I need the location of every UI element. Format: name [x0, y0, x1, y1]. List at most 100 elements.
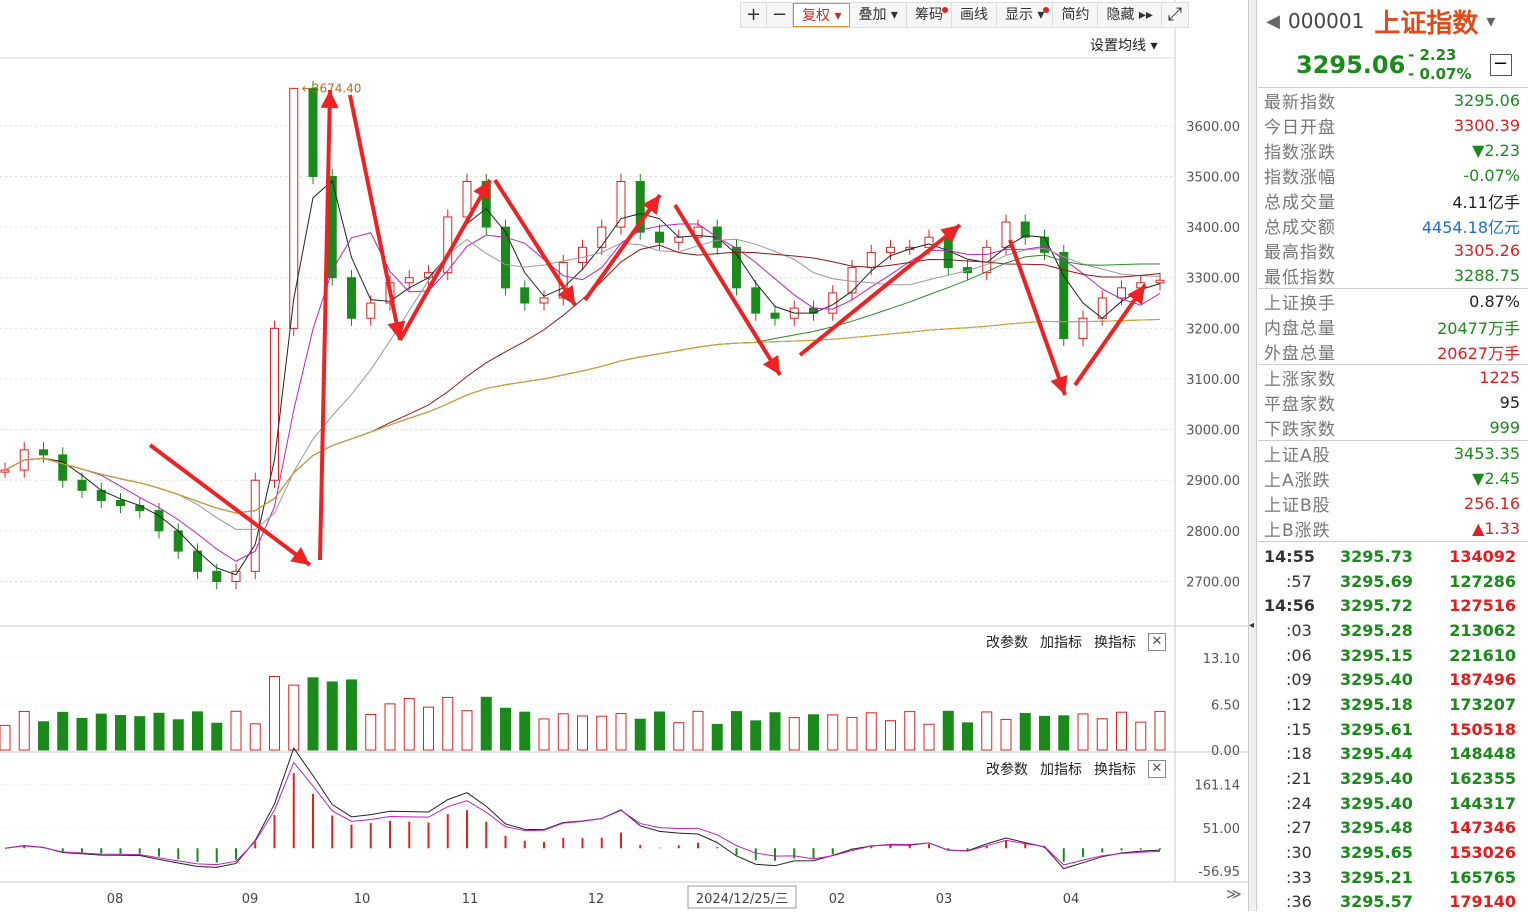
volume-bar — [38, 721, 49, 751]
volume-bar — [403, 697, 415, 751]
chart-canvas[interactable]: 3600.00 3500.00 3400.00 3300.00 3200.00 3100.… — [0, 0, 1248, 911]
stat-value: 0.87% — [1469, 292, 1520, 311]
fullscreen-icon[interactable]: ⤢ — [1167, 4, 1183, 25]
stat-label: 平盘家数 — [1264, 395, 1336, 415]
stock-menu-icon[interactable]: ▾ — [1486, 10, 1496, 32]
close-icon[interactable]: ✕ — [1148, 760, 1166, 778]
y-tick-label: 13.10 — [1203, 652, 1240, 667]
tick-row: :27 3295.48 147346 — [1258, 816, 1528, 841]
volume-bar — [365, 713, 377, 751]
add-indicator-button[interactable]: 加指标 — [1040, 762, 1082, 778]
stat-value: 3453.35 — [1453, 444, 1520, 463]
stat-label: 上A涨跌 — [1264, 471, 1331, 491]
tick-time: :36 — [1286, 892, 1312, 912]
toolbar-item[interactable]: 显示 ▾ — [997, 3, 1054, 27]
toolbar-item[interactable]: 画线 — [952, 3, 997, 27]
moving-average-line — [4, 223, 1161, 562]
candle-body — [674, 236, 684, 243]
candle-body — [1078, 317, 1088, 339]
tick-time: :24 — [1286, 793, 1312, 813]
stat-row: 内盘总量 20477万手 — [1258, 314, 1528, 340]
trend-arrow-line — [348, 94, 402, 341]
tick-price: 3295.15 — [1340, 645, 1413, 665]
toolbar-item[interactable]: 叠加 ▾ — [850, 3, 907, 27]
tick-volume: 221610 — [1449, 645, 1516, 665]
prev-stock-icon[interactable]: ◀ — [1266, 10, 1280, 32]
tick-time: :30 — [1286, 843, 1312, 863]
index-stats: 最新指数 3295.06 今日开盘 3300.39 指数涨跌 ▼2.23 指数涨幅 -0.07… — [1258, 88, 1528, 289]
stock-code: 000001 — [1288, 9, 1365, 33]
volume-bar — [307, 677, 319, 751]
tick-row: :36 3295.57 179140 — [1258, 890, 1528, 914]
stat-row: 上证A股 3453.35 — [1258, 441, 1528, 466]
close-icon[interactable]: ✕ — [1148, 633, 1166, 651]
tick-volume: 187496 — [1449, 670, 1516, 690]
change-percent: - 0.07% — [1408, 64, 1472, 83]
x-tick-label: 10 — [354, 892, 371, 907]
tick-time: :18 — [1286, 744, 1312, 764]
y-tick-label: 6.50 — [1211, 698, 1240, 713]
toolbar-item[interactable]: 复权 ▾ — [793, 3, 851, 27]
trend-arrow-line — [148, 443, 312, 567]
tick-price: 3295.21 — [1340, 867, 1413, 887]
volume-bar — [442, 696, 454, 751]
change-param-button[interactable]: 改参数 — [986, 762, 1028, 778]
stat-value: ▼2.23 — [1472, 141, 1520, 160]
candle-body — [58, 454, 68, 481]
set-ma-button[interactable]: 设置均线 ▾ — [1090, 38, 1158, 54]
stat-value: ▲1.33 — [1472, 519, 1520, 538]
stat-row: 最低指数 3288.75 — [1258, 263, 1528, 288]
scroll-right-icon[interactable]: ≫ — [1226, 885, 1242, 903]
y-tick-label: 3200.00 — [1186, 322, 1240, 337]
x-tick-label: 2024/12/25/三 — [696, 892, 788, 907]
stat-label: 上证A股 — [1264, 446, 1331, 466]
zoom-out-button[interactable]: − — [767, 3, 793, 27]
volume-bar — [346, 679, 357, 751]
trend-arrow-line — [673, 203, 782, 377]
tick-time: :03 — [1286, 620, 1312, 640]
volume-bar — [384, 703, 396, 751]
add-indicator-button[interactable]: 加指标 — [1040, 635, 1082, 651]
stat-row: 上证B股 256.16 — [1258, 491, 1528, 516]
volume-bar — [923, 723, 935, 751]
stat-value: 4.11亿手 — [1452, 192, 1520, 212]
collapse-handle-icon[interactable]: ◂ — [1249, 620, 1255, 631]
change-param-button[interactable]: 改参数 — [986, 635, 1028, 651]
stat-value: 3300.39 — [1453, 116, 1520, 135]
toolbar-item[interactable]: 简约 — [1053, 3, 1099, 27]
tick-price: 3295.40 — [1340, 670, 1413, 690]
volume-bar — [557, 713, 569, 751]
trend-arrow-head — [473, 180, 490, 201]
tick-price: 3295.40 — [1340, 793, 1413, 813]
stat-label: 最高指数 — [1264, 243, 1336, 263]
tick-price: 3295.48 — [1340, 818, 1413, 838]
collapse-button[interactable]: − — [1489, 53, 1512, 76]
zoom-in-button[interactable]: + — [741, 3, 767, 27]
stat-label: 指数涨跌 — [1264, 143, 1336, 163]
volume-bar — [711, 723, 723, 751]
toolbar-item[interactable]: 筹码 — [907, 3, 952, 27]
toolbar-item[interactable]: 隐藏 ▸▸ — [1098, 3, 1162, 27]
stat-value: 3288.75 — [1453, 266, 1520, 285]
moving-average-line — [4, 254, 1161, 514]
volume-bar — [192, 711, 203, 751]
trend-arrow-line — [493, 178, 577, 307]
tick-time: :27 — [1286, 818, 1312, 838]
stat-value: 256.16 — [1464, 494, 1520, 513]
chart-toolbar: + − 复权 ▾ 叠加 ▾ 筹码 画线 显示 ▾ 简约 隐藏 ▸▸ ⤢ — [740, 2, 1189, 28]
x-tick-label: 03 — [936, 892, 953, 907]
tick-volume: 147346 — [1449, 818, 1516, 838]
swap-indicator-button[interactable]: 换指标 — [1094, 762, 1136, 778]
tick-row: 14:56 3295.72 127516 — [1258, 593, 1528, 618]
tick-list[interactable]: 14:55 3295.73 134092:57 3295.69 127286 14:56 3… — [1258, 542, 1528, 914]
tick-row: 14:55 3295.73 134092 — [1258, 544, 1528, 569]
panel-splitter[interactable]: ◂ — [1248, 0, 1257, 911]
candle-body — [770, 312, 780, 319]
candle-body — [1059, 251, 1069, 339]
kline-chart-area[interactable]: 3600.00 3500.00 3400.00 3300.00 3200.00 3100.… — [0, 0, 1248, 911]
volume-bar — [115, 715, 126, 751]
notification-dot-icon — [941, 7, 948, 13]
swap-indicator-button[interactable]: 换指标 — [1094, 635, 1136, 651]
candle-body — [751, 287, 761, 314]
volume-bar — [480, 696, 492, 751]
